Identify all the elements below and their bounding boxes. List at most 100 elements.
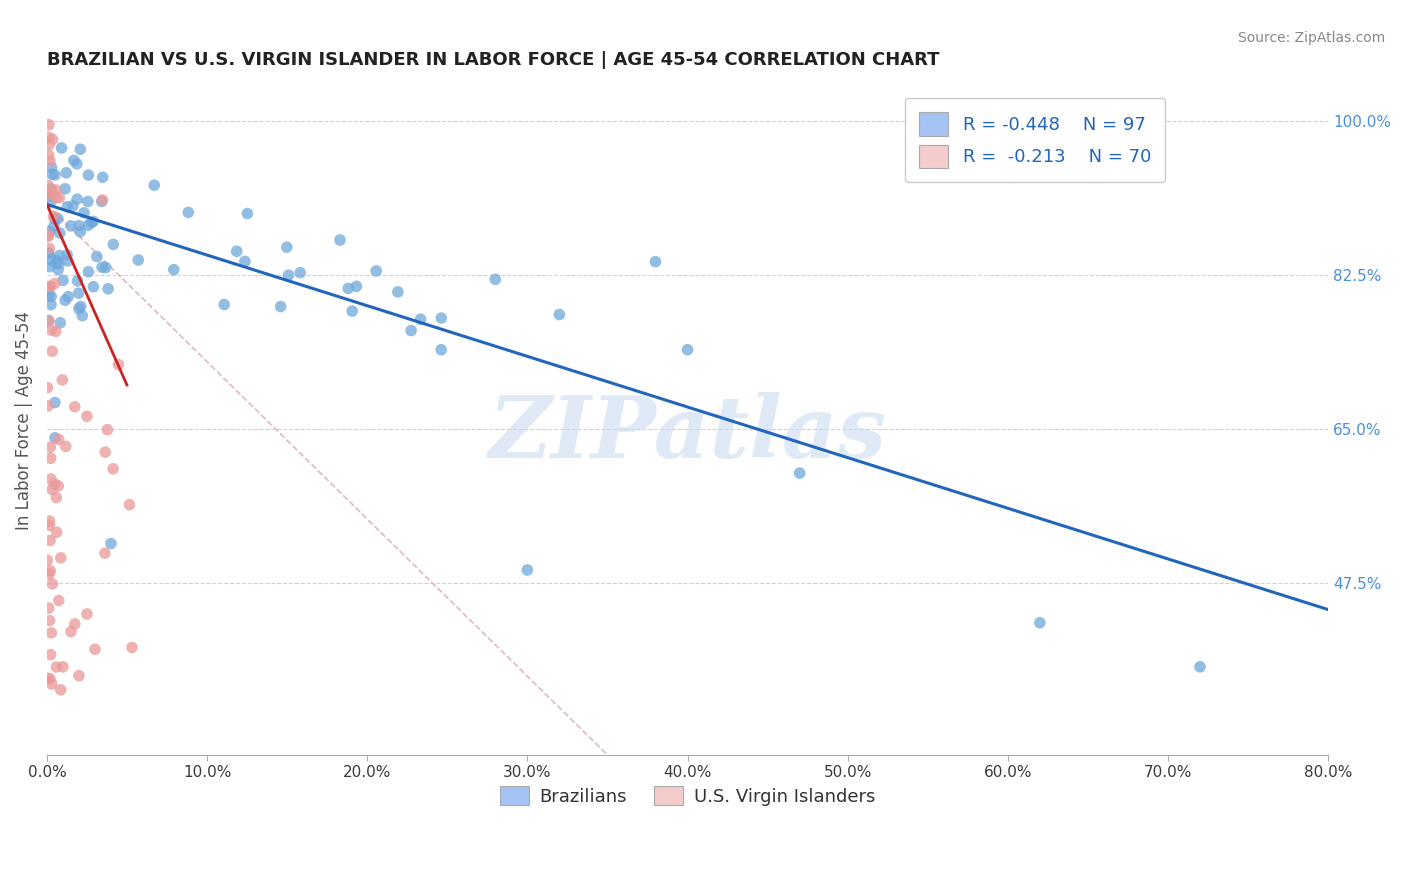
Point xyxy=(67,668,90,682)
Point xyxy=(37,178,59,193)
Point xyxy=(77,168,100,182)
Point xyxy=(48,248,70,262)
Point xyxy=(38,567,60,582)
Point xyxy=(72,309,94,323)
Point xyxy=(118,498,141,512)
Point xyxy=(366,264,388,278)
Point xyxy=(676,343,699,357)
Point xyxy=(94,546,117,560)
Point xyxy=(41,132,63,146)
Text: BRAZILIAN VS U.S. VIRGIN ISLANDER IN LABOR FORCE | AGE 45-54 CORRELATION CHART: BRAZILIAN VS U.S. VIRGIN ISLANDER IN LAB… xyxy=(46,51,939,69)
Point xyxy=(37,671,59,685)
Point xyxy=(290,266,312,280)
Point xyxy=(73,206,96,220)
Point xyxy=(399,324,422,338)
Point xyxy=(38,282,60,296)
Point xyxy=(46,211,69,226)
Point xyxy=(236,206,259,220)
Point xyxy=(121,640,143,655)
Point xyxy=(49,682,72,697)
Point xyxy=(38,518,60,533)
Point xyxy=(41,577,63,591)
Point xyxy=(46,253,69,268)
Point xyxy=(329,233,352,247)
Point xyxy=(49,550,72,565)
Point xyxy=(233,254,256,268)
Point xyxy=(38,228,60,243)
Point xyxy=(45,660,67,674)
Point xyxy=(49,316,72,330)
Point xyxy=(41,626,63,640)
Point xyxy=(39,279,62,293)
Y-axis label: In Labor Force | Age 45-54: In Labor Force | Age 45-54 xyxy=(15,310,32,530)
Point xyxy=(42,219,65,233)
Point xyxy=(39,289,62,303)
Point xyxy=(56,200,79,214)
Point xyxy=(55,439,77,453)
Point xyxy=(91,260,114,275)
Point xyxy=(430,343,453,357)
Point xyxy=(42,210,65,224)
Point xyxy=(212,297,235,311)
Point xyxy=(37,187,59,202)
Point xyxy=(430,311,453,326)
Point xyxy=(77,219,100,233)
Point xyxy=(76,607,98,621)
Point xyxy=(59,624,82,639)
Point xyxy=(38,260,60,274)
Point xyxy=(41,161,63,175)
Point xyxy=(66,274,89,288)
Point xyxy=(66,192,89,206)
Point xyxy=(44,168,66,182)
Text: Source: ZipAtlas.com: Source: ZipAtlas.com xyxy=(1237,31,1385,45)
Point xyxy=(41,483,63,497)
Point xyxy=(1188,660,1211,674)
Point xyxy=(45,325,67,339)
Point xyxy=(80,215,103,229)
Point xyxy=(38,514,60,528)
Point xyxy=(56,248,79,262)
Point xyxy=(37,246,59,260)
Point xyxy=(52,273,75,287)
Point xyxy=(39,323,62,337)
Point xyxy=(59,219,82,233)
Point xyxy=(38,601,60,615)
Point xyxy=(94,260,117,275)
Point xyxy=(53,182,76,196)
Point xyxy=(48,191,70,205)
Point xyxy=(66,157,89,171)
Point xyxy=(100,536,122,550)
Point xyxy=(37,288,59,302)
Point xyxy=(101,462,124,476)
Point xyxy=(387,285,409,299)
Point xyxy=(39,182,62,196)
Point xyxy=(38,224,60,238)
Point xyxy=(48,433,70,447)
Point xyxy=(44,211,66,226)
Point xyxy=(45,491,67,505)
Point xyxy=(39,564,62,578)
Point xyxy=(91,170,114,185)
Point xyxy=(44,476,66,491)
Point xyxy=(44,395,66,409)
Point xyxy=(96,423,118,437)
Point xyxy=(52,660,75,674)
Point xyxy=(82,214,104,228)
Point xyxy=(789,466,811,480)
Point xyxy=(177,205,200,219)
Point xyxy=(225,244,247,259)
Point xyxy=(46,262,69,277)
Point xyxy=(37,553,59,567)
Text: ZIPatlas: ZIPatlas xyxy=(488,392,887,475)
Point xyxy=(39,451,62,466)
Point xyxy=(41,186,63,201)
Point xyxy=(67,301,90,316)
Point xyxy=(38,314,60,328)
Point xyxy=(63,617,86,632)
Point xyxy=(45,190,67,204)
Point xyxy=(69,300,91,314)
Point xyxy=(39,189,62,203)
Point xyxy=(77,265,100,279)
Point xyxy=(39,672,62,686)
Point xyxy=(45,525,67,540)
